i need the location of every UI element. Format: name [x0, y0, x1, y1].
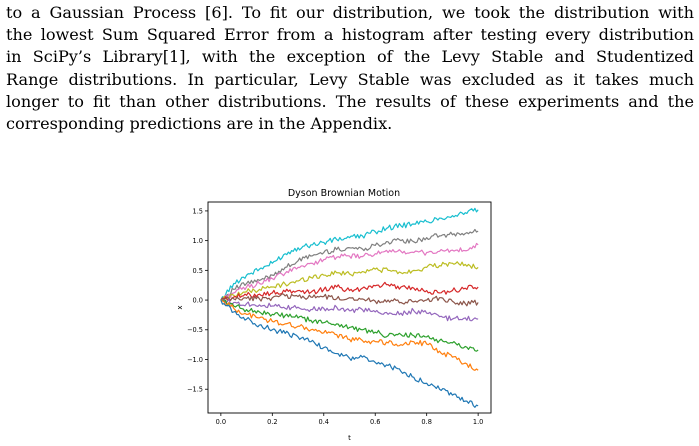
y-tick-label: 0.5 — [193, 267, 204, 275]
y-axis-label: x — [176, 305, 184, 309]
plot-frame — [207, 201, 492, 414]
series-line — [220, 299, 479, 352]
series-line — [220, 298, 479, 322]
paragraph-line: in SciPy’s Library[1], with the exceptio… — [6, 47, 694, 67]
series-line — [220, 299, 479, 408]
paragraph-line: the lowest Sum Squared Error from a hist… — [6, 25, 694, 45]
body-paragraph: to a Gaussian Process [6]. To fit our di… — [6, 2, 694, 135]
paragraph-line: to a Gaussian Process [6]. To fit our di… — [6, 3, 694, 22]
series-lines — [220, 207, 479, 408]
series-line — [220, 261, 479, 302]
y-tick-label: −1.0 — [187, 356, 203, 364]
series-line — [220, 207, 479, 301]
x-axis-ticks: 0.0 0.2 0.4 0.6 0.8 1.0 — [216, 413, 484, 426]
x-tick-label: 0.0 — [216, 418, 227, 426]
paragraph-line: corresponding predictions are in the App… — [6, 114, 393, 134]
y-tick-label: −1.5 — [187, 386, 203, 394]
paragraph-line: Range distributions. In particular, Levy… — [6, 69, 694, 89]
y-tick-label: 1.5 — [193, 207, 204, 215]
series-line — [220, 293, 479, 307]
series-line — [220, 242, 479, 301]
x-axis-label: t — [348, 434, 351, 442]
x-tick-label: 1.0 — [473, 418, 484, 426]
chart-title: Dyson Brownian Motion — [288, 188, 400, 199]
y-tick-label: −0.5 — [187, 326, 203, 334]
y-tick-label: 0.0 — [193, 296, 204, 304]
dyson-brownian-motion-figure: Dyson Brownian Motion 1.5 1.0 0.5 0.0 −0.5 −1… — [160, 176, 504, 446]
x-tick-label: 0.8 — [421, 418, 432, 426]
chart-svg: Dyson Brownian Motion 1.5 1.0 0.5 0.0 −0.5 −1… — [176, 188, 492, 442]
y-axis-ticks: 1.5 1.0 0.5 0.0 −0.5 −1.0 −1.5 — [187, 207, 208, 394]
series-line — [220, 299, 479, 371]
y-tick-label: 1.0 — [193, 237, 204, 245]
x-tick-label: 0.4 — [319, 418, 330, 426]
series-line — [220, 228, 479, 301]
x-tick-label: 0.2 — [267, 418, 278, 426]
paragraph-line: longer to fit than other distributions. … — [6, 91, 694, 111]
x-tick-label: 0.6 — [370, 418, 381, 426]
series-line — [220, 281, 479, 301]
